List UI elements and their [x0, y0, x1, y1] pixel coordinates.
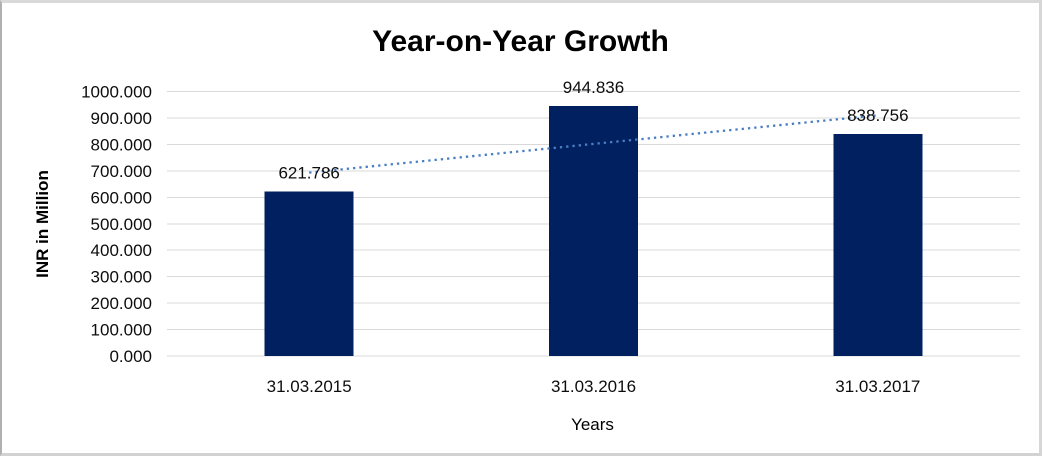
plot-area: 0.000 100.000 200.000 300.000 400.000 500.000… [81, 78, 1020, 396]
y-tick-label: 700.000 [91, 162, 152, 181]
x-category-label: 31.03.2015 [267, 377, 352, 396]
y-tick-label: 300.000 [91, 268, 152, 287]
x-axis-title: Years [571, 415, 614, 434]
y-tick-label: 200.000 [91, 294, 152, 313]
bar-value-label: 621.786 [278, 164, 339, 183]
y-tick-label: 900.000 [91, 109, 152, 128]
bar [833, 134, 923, 356]
y-axis-title: INR in Million [33, 170, 52, 278]
y-tick-label: 800.000 [91, 135, 152, 154]
y-tick-label: 600.000 [91, 188, 152, 207]
bar-value-label: 838.756 [847, 106, 908, 125]
y-tick-label: 1000.000 [81, 83, 152, 102]
x-category-label: 31.03.2017 [835, 377, 920, 396]
bar [264, 191, 354, 356]
bar-value-label: 944.836 [563, 78, 624, 97]
y-tick-label: 100.000 [91, 321, 152, 340]
x-category-label: 31.03.2016 [551, 377, 636, 396]
trendline [309, 114, 878, 174]
y-tick-label: 0.000 [109, 347, 152, 366]
bar [549, 106, 638, 356]
chart-title: Year-on-Year Growth [372, 25, 669, 58]
y-tick-label: 500.000 [91, 215, 152, 234]
y-tick-label: 400.000 [91, 241, 152, 260]
